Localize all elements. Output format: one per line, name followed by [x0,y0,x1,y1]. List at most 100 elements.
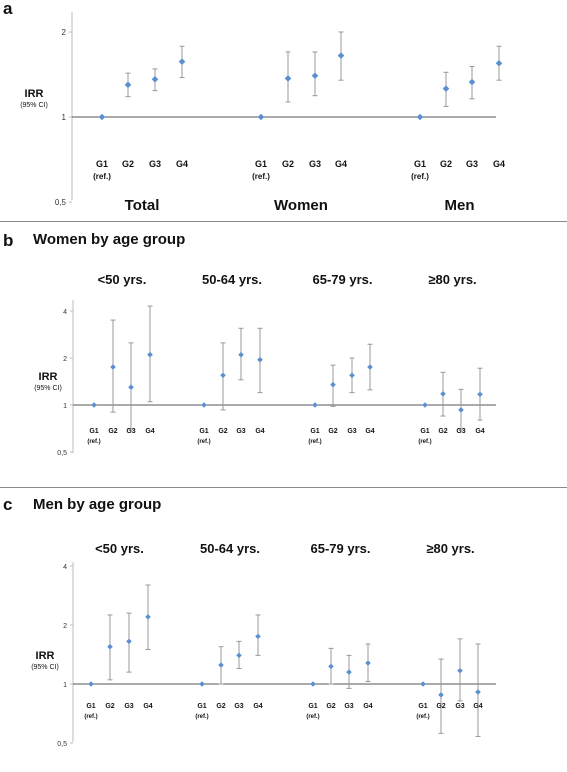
category-label: G4 [176,159,188,169]
data-point [495,59,503,67]
data-point [312,402,318,408]
y-axis-sublabel-a: (95% CI) [20,102,48,109]
group-label: Total [125,197,160,214]
panel-letter-a: a [3,0,13,18]
category-label-sub: (ref.) [87,439,100,445]
category-label: G3 [234,703,243,710]
category-label: G2 [328,428,337,435]
data-point [442,85,450,92]
data-point [440,390,446,397]
data-point [284,75,292,82]
category-label: G1 [414,159,426,169]
y-tick-label-b: 4 [63,309,67,316]
group-label: Men [445,197,475,214]
category-label: G4 [253,703,262,710]
data-point [145,614,151,620]
category-label: G2 [438,428,447,435]
y-tick-label-b: 2 [63,356,67,363]
data-point [365,660,371,666]
data-point [199,681,205,687]
y-tick-label-a: 0,5 [55,198,67,207]
panel-title-c: Men by age group [33,496,161,513]
y-tick-label-b: 1 [63,403,67,410]
category-label: G3 [236,428,245,435]
data-point [238,351,244,358]
category-label: G2 [218,428,227,435]
group-label: ≥80 yrs. [428,272,476,287]
category-label: G4 [365,428,374,435]
category-label-sub: (ref.) [306,714,319,720]
category-label: G3 [347,428,356,435]
data-point [257,113,265,121]
y-tick-label-c: 0,5 [57,741,67,748]
data-point [420,681,426,687]
category-label: G1 [199,428,208,435]
category-label-sub: (ref.) [418,439,431,445]
data-point [218,662,224,668]
category-label: G4 [473,703,482,710]
data-point [178,58,186,65]
data-point [330,381,336,388]
category-label: G2 [216,703,225,710]
data-point [416,113,424,121]
data-point [311,72,319,80]
category-label: G1 [89,428,98,435]
data-point [422,402,428,408]
data-point [107,643,113,650]
data-point [124,81,132,89]
category-label-sub: (ref.) [411,172,429,181]
category-label: G3 [456,428,465,435]
data-point [328,663,334,670]
data-point [88,681,94,687]
category-label: G4 [493,159,505,169]
data-point [91,402,97,408]
panel-letter-c: c [3,495,12,514]
group-label: 65-79 yrs. [311,541,371,556]
category-label: G3 [309,159,321,169]
data-point [367,364,373,370]
group-label: <50 yrs. [95,541,144,556]
category-label: G2 [436,703,445,710]
y-axis-label-b: IRR [39,371,58,383]
group-label: 50-64 yrs. [200,541,260,556]
category-label: G1 [86,703,95,710]
category-label: G1 [420,428,429,435]
group-label: ≥80 yrs. [426,541,474,556]
y-tick-label-a: 1 [62,113,67,122]
category-label: G3 [344,703,353,710]
category-label: G2 [282,159,294,169]
category-label: G4 [255,428,264,435]
category-label: G1 [96,159,108,169]
group-label: 65-79 yrs. [313,272,373,287]
data-point [475,689,481,695]
y-tick-label-c: 4 [63,564,67,571]
y-tick-label-c: 2 [63,623,67,630]
data-point [337,52,345,59]
data-point [201,402,207,408]
category-label: G4 [475,428,484,435]
data-point [128,384,134,391]
y-axis-label-a: IRR [25,88,44,100]
group-label: Women [274,197,328,214]
category-label: G2 [122,159,134,169]
category-label: G2 [440,159,452,169]
category-label: G2 [108,428,117,435]
category-label: G3 [455,703,464,710]
category-label: G4 [363,703,372,710]
y-tick-label-b: 0,5 [57,450,67,457]
data-point [126,638,132,645]
category-label-sub: (ref.) [252,172,270,181]
category-label: G4 [143,703,152,710]
category-label-sub: (ref.) [93,172,111,181]
data-point [349,372,355,379]
y-axis-sublabel-b: (95% CI) [34,385,62,392]
y-axis-sublabel-c: (95% CI) [31,664,59,671]
category-label: G4 [145,428,154,435]
category-label: G3 [124,703,133,710]
category-label: G1 [255,159,267,169]
category-label: G4 [335,159,347,169]
category-label: G1 [308,703,317,710]
data-point [477,391,483,398]
category-label-sub: (ref.) [84,714,97,720]
